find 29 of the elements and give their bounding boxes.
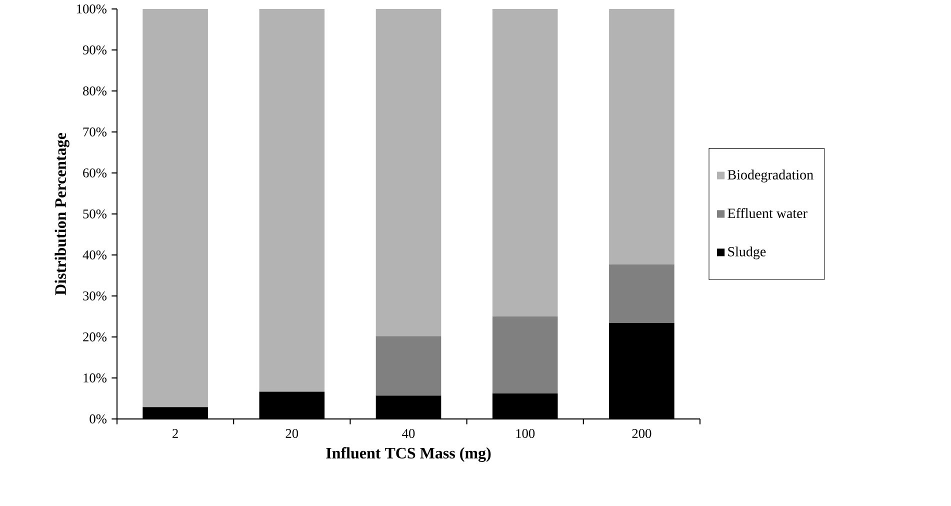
x-tick-label: 200: [632, 429, 652, 438]
y-tick-label: 60%: [83, 168, 107, 178]
legend-label: Sludge: [728, 246, 766, 260]
bar: [376, 8, 442, 336]
y-tick-label: 0%: [90, 414, 107, 424]
y-tick-label: 10%: [84, 373, 107, 382]
bar: [492, 8, 558, 316]
y-tick-label: 100%: [77, 4, 107, 14]
x-tick-label: 20: [286, 429, 298, 438]
y-tick-label: 70%: [83, 127, 107, 136]
bar: [609, 8, 674, 264]
x-tick-label: 100: [516, 429, 535, 438]
y-tick-label: 80%: [83, 86, 107, 96]
x-tick-label: 2: [172, 429, 178, 438]
bar: [142, 8, 208, 408]
x-tick-label: 40: [402, 429, 415, 438]
y-tick-label: 50%: [83, 209, 107, 218]
y-axis-title: Distribution Percentage: [54, 132, 70, 296]
bar: [259, 8, 325, 392]
y-tick-label: 90%: [82, 45, 107, 54]
bar: [609, 264, 674, 324]
bar: [376, 336, 442, 396]
y-tick-label: 20%: [83, 332, 107, 342]
y-tick-label: 30%: [83, 291, 107, 300]
x-axis-title: Influent TCS Mass (mg): [326, 447, 491, 462]
y-tick-label: 40%: [82, 250, 107, 260]
legend-label: Biodegradation: [728, 170, 814, 182]
bar: [492, 316, 558, 394]
legend-label: Effluent water: [728, 208, 808, 218]
